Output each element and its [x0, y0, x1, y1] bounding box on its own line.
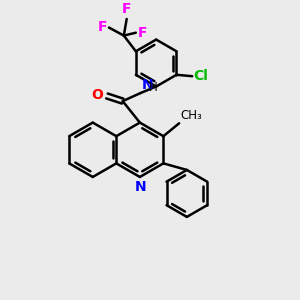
Text: O: O	[92, 88, 104, 101]
Text: Cl: Cl	[194, 69, 208, 83]
Text: H: H	[148, 81, 157, 94]
Text: F: F	[98, 20, 107, 34]
Text: CH₃: CH₃	[181, 109, 202, 122]
Text: F: F	[122, 2, 131, 16]
Text: N: N	[142, 78, 153, 92]
Text: F: F	[138, 26, 147, 40]
Text: N: N	[135, 180, 146, 194]
